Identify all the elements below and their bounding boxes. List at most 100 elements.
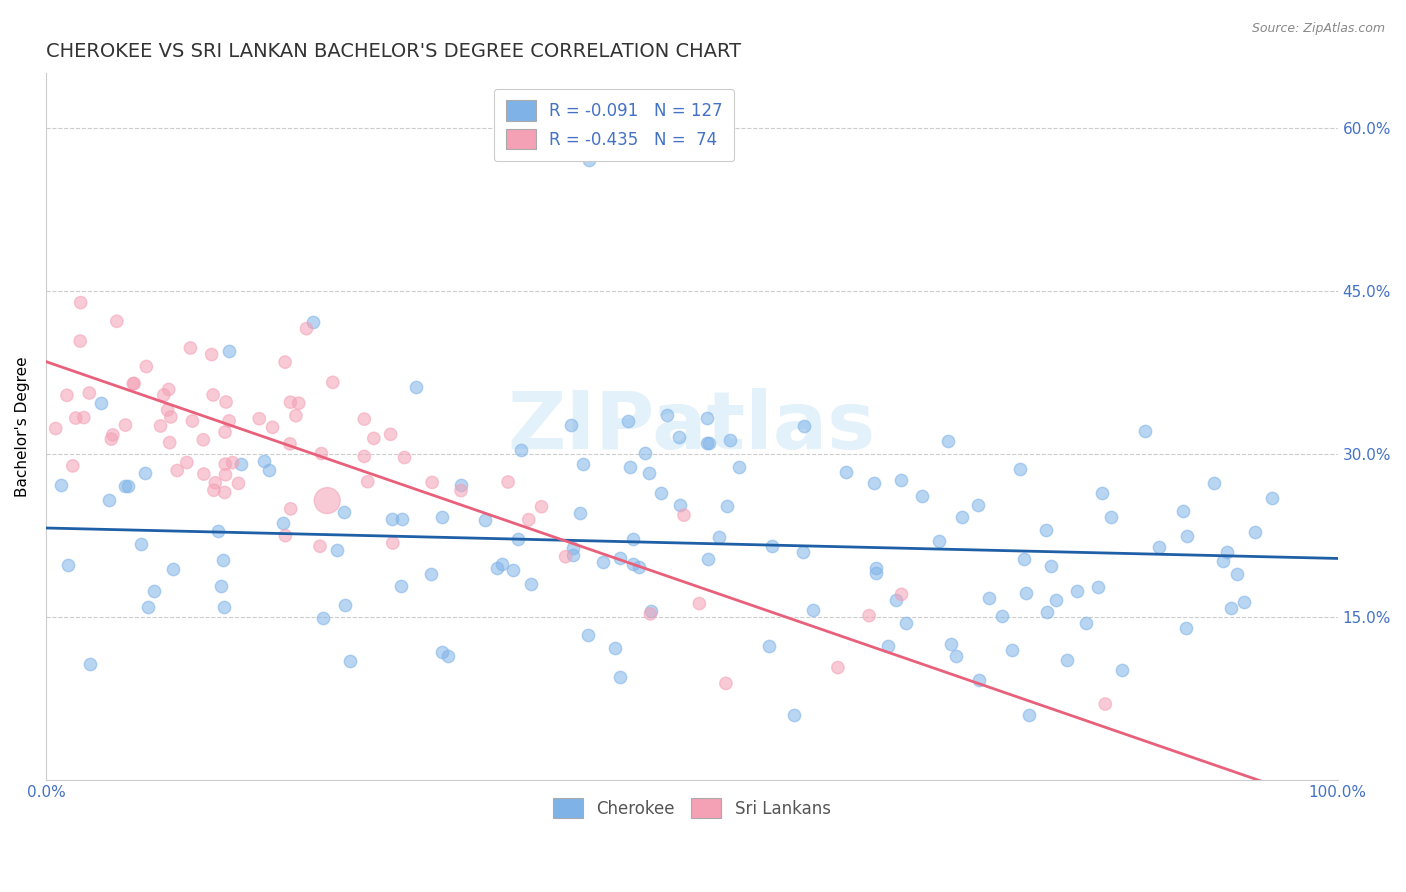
Point [309, 539, 332, 553]
Legend: Cherokee, Sri Lankans: Cherokee, Sri Lankans [546, 791, 838, 825]
Point [65, 411, 87, 425]
Point [280, 395, 302, 409]
Point [1175, 621, 1198, 635]
Point [621, 532, 644, 546]
Point [450, 483, 472, 498]
Point [801, 603, 824, 617]
Point [508, 532, 530, 546]
Point [214, 485, 236, 500]
Point [114, 479, 136, 493]
Point [212, 600, 235, 615]
Point [312, 611, 335, 625]
Point [79, 657, 101, 672]
Point [967, 673, 990, 688]
Point [149, 419, 172, 434]
Point [284, 409, 307, 423]
Point [945, 649, 967, 664]
Point [316, 493, 339, 508]
Point [609, 670, 631, 684]
Point [69, 295, 91, 310]
Point [218, 414, 240, 428]
Point [1133, 424, 1156, 438]
Point [211, 579, 233, 593]
Point [214, 425, 236, 439]
Point [696, 552, 718, 566]
Point [322, 376, 344, 390]
Point [274, 528, 297, 542]
Point [509, 443, 531, 458]
Point [603, 640, 626, 655]
Point [405, 380, 427, 394]
Point [637, 466, 659, 480]
Point [287, 396, 309, 410]
Point [1015, 585, 1038, 599]
Point [231, 457, 253, 471]
Point [1099, 509, 1122, 524]
Point [1171, 504, 1194, 518]
Point [783, 708, 806, 723]
Point [640, 607, 662, 621]
Point [865, 561, 887, 575]
Point [98, 492, 121, 507]
Point [430, 510, 453, 524]
Point [353, 412, 375, 426]
Point [884, 593, 907, 607]
Point [576, 628, 599, 642]
Point [1076, 615, 1098, 630]
Point [1008, 462, 1031, 476]
Point [278, 437, 301, 451]
Point [950, 510, 973, 524]
Point [562, 541, 585, 555]
Point [991, 608, 1014, 623]
Point [1056, 652, 1078, 666]
Point [1087, 580, 1109, 594]
Point [496, 475, 519, 489]
Point [257, 463, 280, 477]
Point [890, 474, 912, 488]
Point [101, 428, 124, 442]
Point [979, 591, 1001, 606]
Point [159, 409, 181, 424]
Point [193, 467, 215, 481]
Point [79, 386, 101, 401]
Point [1233, 595, 1256, 609]
Point [697, 435, 720, 450]
Point [176, 455, 198, 469]
Point [1175, 529, 1198, 543]
Point [761, 539, 783, 553]
Point [650, 485, 672, 500]
Point [1212, 554, 1234, 568]
Point [1066, 584, 1088, 599]
Point [247, 411, 270, 425]
Point [1215, 545, 1237, 559]
Point [1012, 552, 1035, 566]
Point [936, 434, 959, 448]
Text: Source: ZipAtlas.com: Source: ZipAtlas.com [1251, 22, 1385, 36]
Point [381, 512, 404, 526]
Point [911, 489, 934, 503]
Point [152, 388, 174, 402]
Point [890, 587, 912, 601]
Point [1202, 476, 1225, 491]
Point [709, 530, 731, 544]
Point [204, 475, 226, 490]
Point [894, 615, 917, 630]
Point [1244, 524, 1267, 539]
Point [271, 516, 294, 530]
Point [696, 435, 718, 450]
Text: CHEROKEE VS SRI LANKAN BACHELOR'S DEGREE CORRELATION CHART: CHEROKEE VS SRI LANKAN BACHELOR'S DEGREE… [46, 42, 741, 61]
Point [114, 418, 136, 433]
Point [136, 600, 159, 615]
Point [863, 476, 886, 491]
Point [253, 453, 276, 467]
Point [877, 639, 900, 653]
Point [834, 466, 856, 480]
Point [1045, 592, 1067, 607]
Point [302, 315, 325, 329]
Point [122, 376, 145, 391]
Point [928, 534, 950, 549]
Point [450, 478, 472, 492]
Point [214, 467, 236, 482]
Point [135, 359, 157, 374]
Point [157, 383, 180, 397]
